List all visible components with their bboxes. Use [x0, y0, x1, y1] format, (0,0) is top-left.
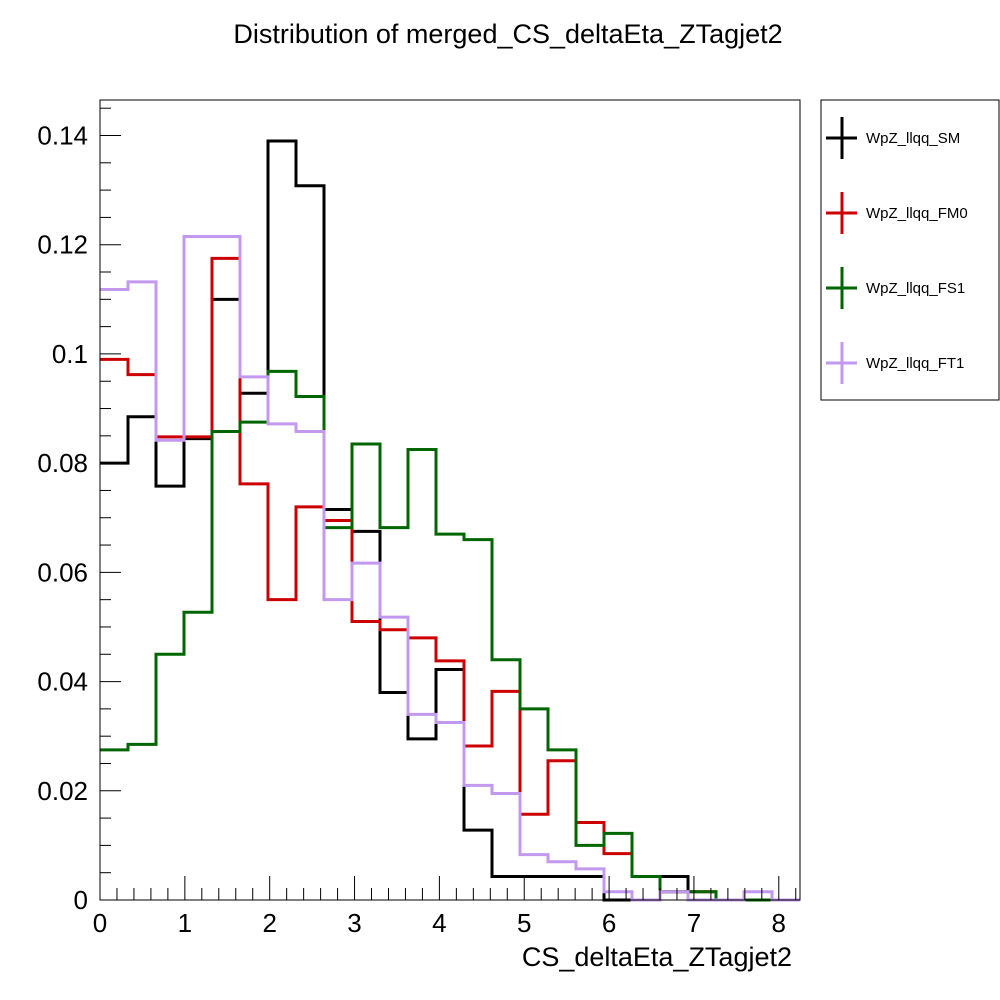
series-line-3	[100, 235, 800, 902]
plot-frame	[99, 99, 801, 901]
legend-entry-2: WpZ_llqq_FS1	[826, 267, 965, 309]
series-line-0	[100, 139, 800, 902]
legend: WpZ_llqq_SM WpZ_llqq_FM0 WpZ_llqq_FS1 WpZ_l…	[820, 99, 1000, 401]
series-line-2	[100, 369, 800, 902]
x-tick-label: 8	[772, 908, 786, 938]
legend-label: WpZ_llqq_FS1	[866, 280, 965, 297]
x-tick-label: 3	[347, 908, 361, 938]
legend-label: WpZ_llqq_FT1	[866, 355, 964, 372]
y-tick-label: 0.1	[52, 339, 88, 369]
y-tick-label: 0	[74, 885, 88, 915]
y-tick-label: 0.06	[37, 557, 88, 587]
y-tick-label: 0.04	[37, 667, 88, 697]
y-tick-label: 0.12	[37, 230, 88, 260]
legend-box	[820, 99, 1000, 401]
legend-entry-0: WpZ_llqq_SM	[826, 117, 960, 159]
x-axis-label: CS_deltaEta_ZTagjet2	[522, 942, 792, 972]
x-tick-label: 2	[262, 908, 276, 938]
x-tick-label: 7	[687, 908, 701, 938]
chart-title: Distribution of merged_CS_deltaEta_ZTagj…	[233, 19, 782, 49]
legend-entry-1: WpZ_llqq_FM0	[826, 192, 968, 234]
y-tick-label: 0.08	[37, 448, 88, 478]
legend-label: WpZ_llqq_SM	[866, 130, 960, 147]
x-tick-label: 4	[432, 908, 446, 938]
series-line-1	[100, 256, 800, 902]
x-tick-label: 0	[93, 908, 107, 938]
legend-entry-3: WpZ_llqq_FT1	[826, 342, 964, 384]
plot-area	[100, 139, 800, 902]
x-tick-label: 6	[602, 908, 616, 938]
legend-label: WpZ_llqq_FM0	[866, 205, 968, 222]
y-tick-label: 0.02	[37, 776, 88, 806]
x-tick-label: 1	[178, 908, 192, 938]
y-tick-label: 0.14	[37, 120, 88, 150]
axes: 0 1 2 3 4 5 6 7 8 0 0.02 0.04 0.06 0.08 0.1 0.12 0.14	[37, 99, 801, 938]
x-tick-label: 5	[517, 908, 531, 938]
